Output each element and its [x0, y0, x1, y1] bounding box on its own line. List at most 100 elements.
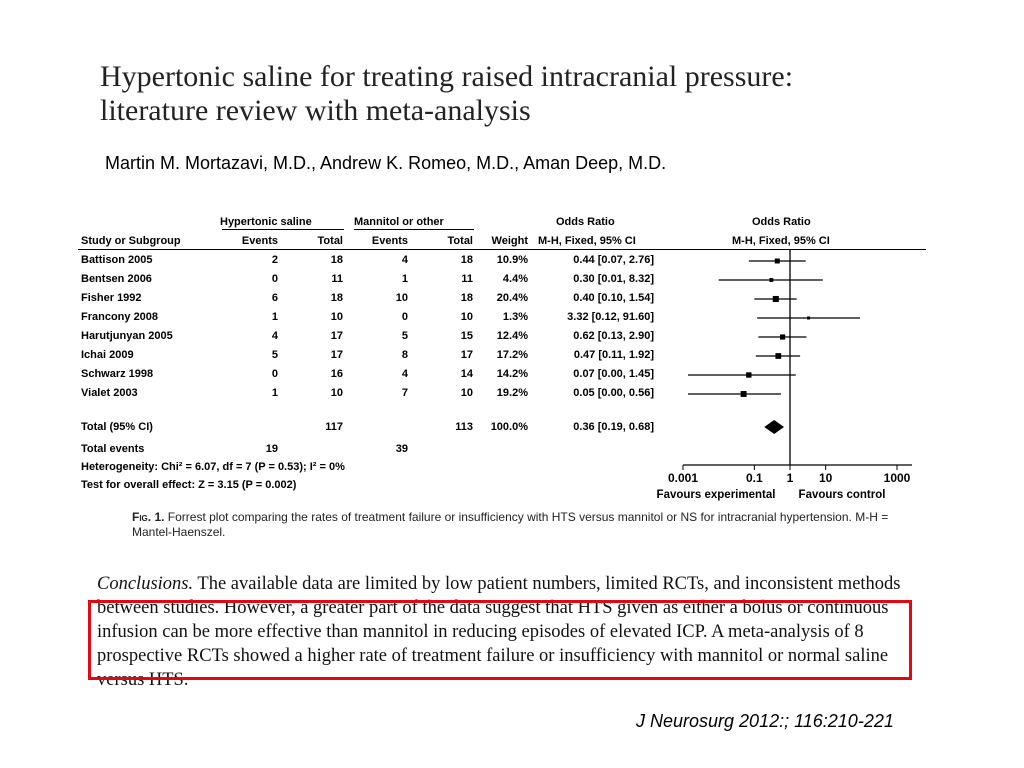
header-divider [78, 249, 926, 250]
row-weight: 1.3% [502, 311, 528, 323]
study-point [772, 295, 779, 303]
row-or: 0.47 [0.11, 1.92] [573, 349, 654, 361]
row-weight: 17.2% [496, 349, 528, 361]
col-ctl-events: Events [371, 235, 408, 247]
journal-citation: J Neurosurg 2012:; 116:210-221 [636, 711, 894, 731]
row-exp-events: 5 [271, 349, 278, 361]
row-ctl-events: 4 [401, 368, 408, 380]
row-ctl-total: 14 [460, 368, 473, 380]
row-study: Fisher 1992 [81, 292, 142, 304]
row-exp-total: 17 [330, 349, 343, 361]
author-list: Martin M. Mortazavi, M.D., Andrew K. Rom… [105, 153, 667, 173]
header-or-plot: Odds Ratio [752, 216, 811, 228]
row-study: Bentsen 2006 [81, 273, 152, 285]
heterogeneity-text: Heterogeneity: Chi² = 6.07, df = 7 (P = … [81, 461, 345, 473]
total-ctl-total: 113 [455, 421, 473, 433]
row-exp-total: 16 [330, 368, 343, 380]
row-or: 0.30 [0.01, 8.32] [573, 273, 654, 285]
row-ctl-total: 18 [460, 292, 473, 304]
row-study: Francony 2008 [81, 311, 159, 323]
col-exp-total: Total [317, 235, 343, 247]
row-weight: 20.4% [496, 292, 528, 304]
row-study: Schwarz 1998 [81, 368, 154, 380]
total-events-exp: 19 [265, 443, 278, 455]
row-study: Battison 2005 [81, 254, 153, 266]
row-exp-total: 17 [330, 330, 343, 342]
row-study: Ichai 2009 [81, 349, 134, 361]
study-point [775, 353, 782, 359]
total-events-ctl: 39 [395, 443, 408, 455]
header-rule-ctl [354, 229, 474, 230]
row-study: Vialet 2003 [81, 387, 138, 399]
row-ctl-total: 11 [461, 273, 473, 285]
row-ctl-events: 10 [395, 292, 408, 304]
row-exp-total: 10 [330, 311, 343, 323]
study-point [807, 316, 811, 320]
study-point [746, 372, 752, 378]
row-weight: 14.2% [496, 368, 528, 380]
header-control: Mannitol or other [354, 216, 444, 228]
row-exp-events: 1 [271, 387, 278, 399]
study-point [780, 334, 786, 340]
row-ctl-total: 15 [460, 330, 473, 342]
row-exp-events: 0 [271, 368, 278, 380]
x-tick-label: 1 [787, 471, 794, 485]
header-experimental: Hypertonic saline [220, 216, 312, 228]
col-weight: Weight [491, 235, 528, 247]
favours-control-label: Favours control [799, 489, 886, 501]
row-exp-total: 10 [330, 387, 343, 399]
total-exp-total: 117 [325, 421, 343, 433]
row-exp-total: 18 [330, 254, 343, 266]
row-exp-events: 1 [271, 311, 278, 323]
x-tick-label: 10 [819, 471, 833, 485]
study-point [740, 391, 747, 397]
row-or: 0.40 [0.10, 1.54] [573, 292, 654, 304]
row-exp-total: 11 [331, 273, 343, 285]
row-ctl-total: 18 [460, 254, 473, 266]
col-or-method: M-H, Fixed, 95% CI [538, 235, 636, 247]
row-ctl-events: 4 [401, 254, 408, 266]
row-ctl-events: 5 [401, 330, 408, 342]
row-ctl-total: 10 [460, 387, 473, 399]
paper-title: Hypertonic saline for treating raised in… [100, 60, 793, 128]
row-weight: 10.9% [496, 254, 528, 266]
x-tick-label: 0.1 [746, 471, 763, 485]
col-ctl-total: Total [447, 235, 473, 247]
row-ctl-events: 1 [401, 273, 408, 285]
row-ctl-events: 7 [401, 387, 408, 399]
row-study: Harutjunyan 2005 [81, 330, 173, 342]
conclusions-text: The available data are limited by low pa… [97, 574, 901, 690]
row-exp-events: 4 [271, 330, 278, 342]
highlight-box [88, 600, 912, 680]
header-or-table: Odds Ratio [556, 216, 615, 228]
conclusions-paragraph: Conclusions. The available data are limi… [97, 572, 909, 692]
row-exp-events: 0 [271, 273, 278, 285]
total-or: 0.36 [0.19, 0.68] [573, 421, 654, 433]
row-ctl-total: 10 [460, 311, 473, 323]
x-tick-label: 0.001 [668, 471, 698, 485]
col-or-plot-method: M-H, Fixed, 95% CI [732, 235, 830, 247]
row-exp-events: 6 [271, 292, 278, 304]
row-or: 0.05 [0.00, 0.56] [573, 387, 654, 399]
header-rule-exp [222, 229, 344, 230]
row-ctl-events: 8 [401, 349, 408, 361]
row-weight: 4.4% [502, 273, 528, 285]
caption-text: Forrest plot comparing the rates of trea… [132, 510, 889, 539]
figure-caption: Fig. 1. Forrest plot comparing the rates… [132, 510, 892, 540]
study-point [774, 258, 780, 264]
row-or: 0.07 [0.00, 1.45] [573, 368, 654, 380]
overall-effect-text: Test for overall effect: Z = 3.15 (P = 0… [81, 479, 297, 491]
row-exp-total: 18 [330, 292, 343, 304]
row-ctl-events: 0 [401, 311, 408, 323]
conclusions-label: Conclusions. [97, 574, 194, 594]
row-weight: 12.4% [496, 330, 528, 342]
row-weight: 19.2% [496, 387, 528, 399]
col-exp-events: Events [241, 235, 278, 247]
title-line-1: Hypertonic saline for treating raised in… [100, 60, 794, 93]
favours-experimental-label: Favours experimental [657, 489, 776, 501]
total-label: Total (95% CI) [81, 421, 153, 433]
total-events-label: Total events [81, 443, 145, 455]
total-weight: 100.0% [490, 421, 528, 433]
pooled-diamond [764, 420, 785, 434]
